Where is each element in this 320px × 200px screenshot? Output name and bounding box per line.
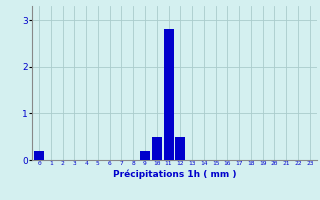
Bar: [152, 137, 162, 160]
Bar: [34, 151, 44, 160]
Bar: [164, 29, 173, 160]
X-axis label: Précipitations 1h ( mm ): Précipitations 1h ( mm ): [113, 169, 236, 179]
Bar: [175, 137, 185, 160]
Bar: [140, 151, 150, 160]
